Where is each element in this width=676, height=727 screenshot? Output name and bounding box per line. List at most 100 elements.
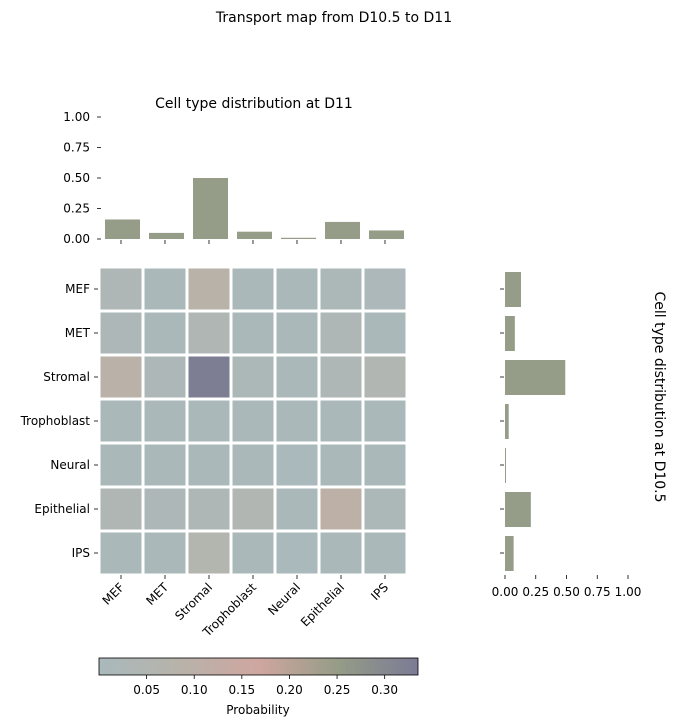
heatmap-cell-4-0 bbox=[97, 441, 145, 489]
side-bar-3 bbox=[505, 404, 509, 439]
top-bar-title: Cell type distribution at D11 bbox=[155, 96, 353, 112]
heatmap-cell-1-3 bbox=[229, 309, 277, 357]
heatmap-cell-4-4 bbox=[273, 441, 321, 489]
heatmap-col-label-6: IPS bbox=[368, 580, 391, 603]
colorbar-tick-label-5: 0.30 bbox=[371, 683, 398, 697]
top-ytick-label-0: 0.00 bbox=[63, 232, 90, 246]
heatmap-cell-5-2 bbox=[185, 485, 233, 533]
colorbar: 0.05 0.10 0.15 0.20 0.25 0.30 Probability bbox=[98, 657, 419, 717]
side-bar-x-axis: 0.00 0.25 0.50 0.75 1.00 bbox=[492, 575, 642, 599]
top-bar-1 bbox=[149, 232, 184, 239]
heatmap-cell-4-5 bbox=[317, 441, 365, 489]
colorbar-tick-label-0: 0.05 bbox=[133, 683, 160, 697]
side-bar-1 bbox=[505, 316, 515, 351]
heatmap-cell-6-3 bbox=[229, 529, 277, 577]
heatmap-cell-3-3 bbox=[229, 397, 277, 445]
heatmap-row-label-6: IPS bbox=[72, 546, 90, 560]
heatmap-cell-4-6 bbox=[361, 441, 409, 489]
top-ytick-label-2: 0.50 bbox=[63, 171, 90, 185]
heatmap-cell-6-2 bbox=[185, 529, 233, 577]
top-bar-5 bbox=[325, 221, 360, 239]
heatmap-cell-2-1 bbox=[141, 353, 189, 401]
heatmap-row-label-1: MET bbox=[65, 326, 91, 340]
top-ytick-label-4: 1.00 bbox=[63, 110, 90, 124]
top-bar-chart: Cell type distribution at D11 0.000.250.… bbox=[63, 96, 404, 246]
heatmap-cell-0-2 bbox=[185, 265, 233, 313]
side-xtick-label-1: 0.25 bbox=[522, 585, 549, 599]
heatmap-cell-5-1 bbox=[141, 485, 189, 533]
top-bar-4 bbox=[281, 237, 316, 239]
heatmap-cell-1-0 bbox=[97, 309, 145, 357]
side-xtick-label-2: 0.50 bbox=[553, 585, 580, 599]
side-bar-title: Cell type distribution at D10.5 bbox=[651, 291, 667, 502]
side-bar-chart: 0.00 0.25 0.50 0.75 1.00 Cell type distribut… bbox=[492, 272, 667, 599]
heatmap-cell-1-5 bbox=[317, 309, 365, 357]
heatmap-cell-5-0 bbox=[97, 485, 145, 533]
heatmap-row-label-3: Trophoblast bbox=[20, 414, 91, 428]
heatmap-cell-1-6 bbox=[361, 309, 409, 357]
heatmap-cell-3-0 bbox=[97, 397, 145, 445]
heatmap-cell-1-1 bbox=[141, 309, 189, 357]
colorbar-tick-label-3: 0.20 bbox=[276, 683, 303, 697]
heatmap-cell-5-3 bbox=[229, 485, 277, 533]
heatmap-cell-0-6 bbox=[361, 265, 409, 313]
heatmap-cell-6-4 bbox=[273, 529, 321, 577]
side-bar-5 bbox=[505, 492, 531, 527]
heatmap-cell-6-1 bbox=[141, 529, 189, 577]
heatmap-row-label-5: Epithelial bbox=[34, 502, 90, 516]
heatmap-cell-3-6 bbox=[361, 397, 409, 445]
colorbar-ticks: 0.05 0.10 0.15 0.20 0.25 0.30 bbox=[133, 675, 398, 697]
heatmap-cell-3-4 bbox=[273, 397, 321, 445]
heatmap-cell-3-5 bbox=[317, 397, 365, 445]
heatmap-cell-6-6 bbox=[361, 529, 409, 577]
side-bar-0 bbox=[505, 272, 521, 307]
colorbar-label: Probability bbox=[226, 703, 289, 717]
heatmap: MEFMETStromalTrophoblastNeuralEpithelial… bbox=[20, 265, 409, 640]
heatmap-cell-4-1 bbox=[141, 441, 189, 489]
heatmap-cell-5-6 bbox=[361, 485, 409, 533]
heatmap-cell-6-5 bbox=[317, 529, 365, 577]
heatmap-col-label-0: MEF bbox=[100, 580, 128, 608]
heatmap-cell-6-0 bbox=[97, 529, 145, 577]
side-xtick-label-3: 0.75 bbox=[584, 585, 611, 599]
top-bar-6 bbox=[369, 230, 404, 239]
side-bar-2 bbox=[505, 360, 566, 395]
heatmap-cell-0-5 bbox=[317, 265, 365, 313]
colorbar-gradient bbox=[98, 657, 419, 676]
colorbar-tick-label-1: 0.10 bbox=[181, 683, 208, 697]
side-bar-series bbox=[505, 272, 566, 571]
top-bar-x-ticks bbox=[120, 240, 386, 244]
colorbar-tick-label-4: 0.25 bbox=[324, 683, 351, 697]
heatmap-cell-2-2 bbox=[185, 353, 233, 401]
heatmap-cell-2-4 bbox=[273, 353, 321, 401]
figure-title: Transport map from D10.5 to D11 bbox=[215, 10, 452, 26]
heatmap-cell-1-2 bbox=[185, 309, 233, 357]
heatmap-cell-2-0 bbox=[97, 353, 145, 401]
heatmap-cells bbox=[97, 265, 409, 577]
colorbar-tick-label-2: 0.15 bbox=[228, 683, 255, 697]
heatmap-cell-3-2 bbox=[185, 397, 233, 445]
heatmap-cell-2-5 bbox=[317, 353, 365, 401]
heatmap-cell-2-3 bbox=[229, 353, 277, 401]
heatmap-col-label-4: Neural bbox=[265, 580, 303, 618]
side-bar-6 bbox=[505, 536, 514, 571]
side-xtick-label-0: 0.00 bbox=[492, 585, 519, 599]
top-bar-series bbox=[105, 178, 404, 239]
heatmap-cell-5-5 bbox=[317, 485, 365, 533]
heatmap-row-label-2: Stromal bbox=[43, 370, 90, 384]
top-bar-2 bbox=[193, 178, 228, 239]
heatmap-cell-0-1 bbox=[141, 265, 189, 313]
side-xtick-label-4: 1.00 bbox=[615, 585, 642, 599]
side-bar-4 bbox=[505, 448, 506, 483]
heatmap-cell-0-3 bbox=[229, 265, 277, 313]
top-bar-y-axis: 0.00 0.25 0.50 0.75 1.00 bbox=[63, 110, 101, 246]
heatmap-cell-3-1 bbox=[141, 397, 189, 445]
top-ytick-label-3: 0.75 bbox=[63, 141, 90, 155]
heatmap-cell-2-6 bbox=[361, 353, 409, 401]
heatmap-cell-0-0 bbox=[97, 265, 145, 313]
heatmap-col-label-5: Epithelial bbox=[298, 580, 347, 629]
top-bar-3 bbox=[237, 231, 272, 239]
heatmap-cell-1-4 bbox=[273, 309, 321, 357]
